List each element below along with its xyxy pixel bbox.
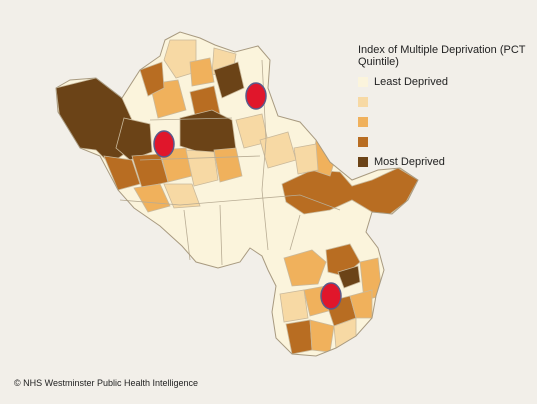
ward-area-14	[185, 149, 219, 187]
site-marker-2	[153, 130, 175, 158]
ward-area-5	[213, 61, 245, 99]
ward-boundary-line	[119, 194, 341, 211]
legend-swatch-1	[358, 77, 368, 87]
legend-item-1: Least Deprived	[358, 74, 528, 90]
ward-boundary-line	[139, 155, 261, 161]
legend-item-5: Most Deprived	[358, 154, 528, 170]
ward-area-22	[293, 143, 319, 175]
ward-area-10	[139, 61, 165, 97]
ward-area-6	[189, 57, 215, 87]
legend-item-2	[358, 94, 528, 110]
ward-area-1	[163, 39, 197, 79]
borough-outline	[55, 31, 419, 357]
legend-swatch-4	[358, 137, 368, 147]
legend-swatch-5	[358, 157, 368, 167]
ward-boundary-line	[149, 117, 233, 121]
legend-title: Index of Multiple Deprivation (PCT Quint…	[358, 44, 526, 68]
copyright-credit: © NHS Westminster Public Health Intellig…	[14, 378, 199, 388]
legend-label-5: Most Deprived	[374, 156, 445, 168]
legend-item-3	[358, 114, 528, 130]
ward-area-11	[103, 155, 141, 191]
ward-boundary-line	[289, 214, 301, 251]
ward-area-25	[337, 265, 361, 289]
legend-item-4	[358, 134, 528, 150]
legend-swatch-3	[358, 117, 368, 127]
site-markers	[153, 82, 342, 310]
legend-label-1: Least Deprived	[374, 76, 448, 88]
legend-swatch-2	[358, 97, 368, 107]
ward-area-17	[133, 183, 171, 213]
ward-boundary-line	[183, 209, 191, 261]
map-legend: Index of Multiple Deprivation (PCT Quint…	[358, 44, 528, 174]
site-marker-3	[320, 282, 342, 310]
ward-area-27	[279, 289, 309, 323]
ward-boundary-line	[219, 204, 223, 266]
ward-area-23	[283, 249, 327, 287]
ward-area-31	[309, 319, 335, 353]
ward-area-18	[163, 183, 201, 209]
site-marker-1	[245, 82, 267, 110]
